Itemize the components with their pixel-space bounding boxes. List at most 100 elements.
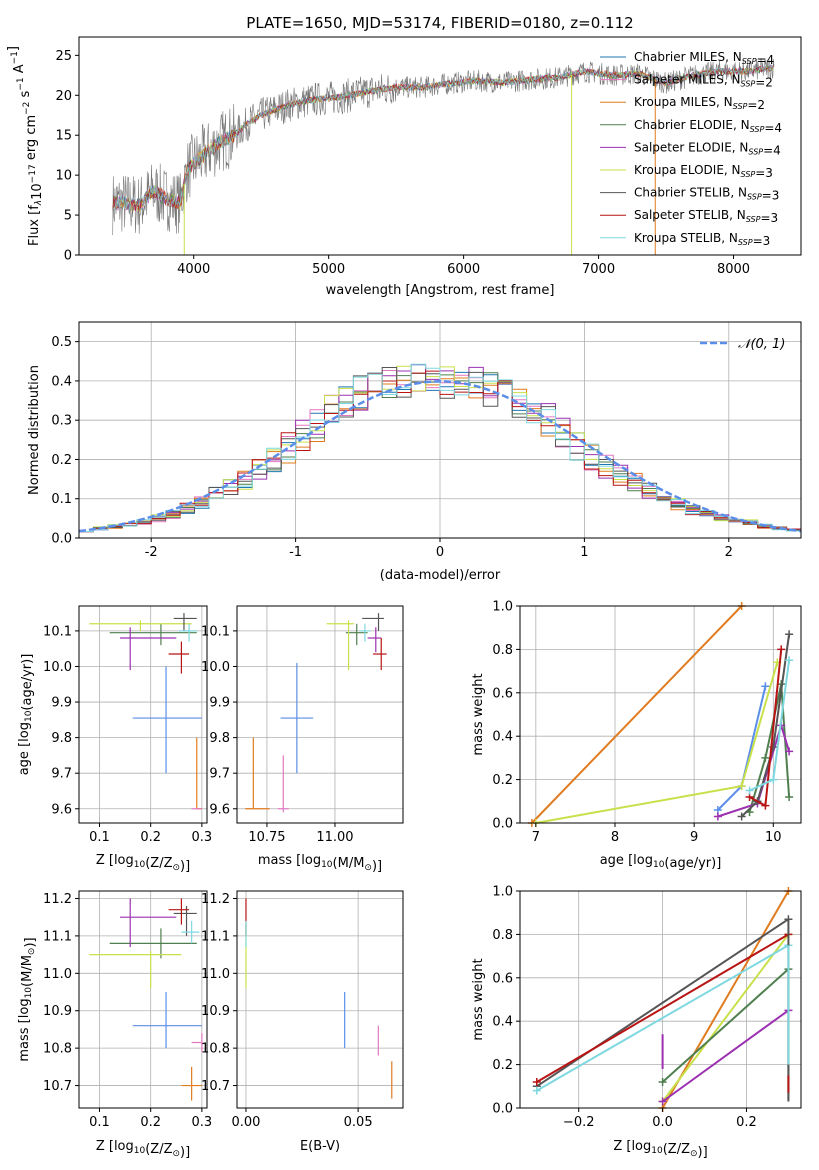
axes: -2 -1 0 1 2 0.0 0.1 0.2 0.3 0.4 0.5	[51, 321, 802, 560]
chart-title: PLATE=1650, MJD=53174, FIBERID=0180, z=0…	[246, 14, 633, 32]
weight-line	[536, 944, 789, 1092]
y-tick-label: 1.0	[492, 885, 513, 900]
y-tick-label: 0.2	[492, 1058, 513, 1073]
y-tick-label: 0	[64, 249, 72, 264]
y-axis-label: Normed distribution	[27, 365, 42, 495]
axes: 0.1 0.2 0.3 9.6 9.7 9.8 9.9 10.0 10.1	[43, 605, 213, 845]
y-tick-label: 0.4	[492, 1015, 513, 1030]
weight-marker	[777, 645, 786, 654]
plot-area	[532, 887, 793, 1112]
panel-0: 4000 5000 6000 7000 8000 0 5 10 15 20 25 wavelength…	[6, 36, 802, 298]
axes: 7 8 9 10 0.0 0.2 0.4 0.6 0.8 1.0	[492, 600, 802, 845]
weight-line	[717, 686, 767, 811]
x-tick-label: -2	[145, 545, 158, 560]
axes-frame	[78, 605, 208, 824]
panel-3: 10.75 11.00 9.6 9.7 9.8 9.9 10.0 10.1 mass [log1…	[201, 605, 404, 874]
x-tick-label: 4000	[177, 262, 210, 277]
gaussian-curve	[78, 380, 802, 533]
y-axis-label: age [log10(age/yr)]	[17, 654, 35, 776]
x-tick-label: 10.75	[248, 830, 285, 845]
x-tick-label: 0.00	[231, 1115, 260, 1130]
points	[245, 898, 393, 1099]
weight-marker	[658, 1097, 667, 1106]
plot-area	[112, 58, 775, 255]
x-tick-label: 0.3	[192, 830, 213, 845]
x-tick-label: 0.3	[192, 1115, 213, 1130]
x-axis-label: E(B-V)	[300, 1139, 340, 1154]
axes-frame	[236, 605, 404, 824]
y-tick-label: 10.1	[43, 624, 72, 639]
x-tick-label: 0.1	[89, 830, 110, 845]
y-axis-label: Flux [fλ10−17 erg cm−2 s−1 A−1]	[6, 46, 45, 246]
y-tick-label: 10.1	[201, 624, 230, 639]
x-tick-label: 0.05	[344, 1115, 373, 1130]
x-axis-label: Z [log10(Z/Z⊙)]	[613, 1139, 707, 1160]
axes-frame	[78, 36, 802, 256]
plot-area	[245, 898, 393, 1099]
y-tick-label: 10	[55, 169, 72, 184]
y-tick-label: 0.8	[492, 643, 513, 658]
y-tick-label: 10.0	[43, 660, 72, 675]
y-axis-label: mass [log10(M/M⊙)]	[17, 937, 38, 1061]
y-tick-label: 0.2	[51, 453, 72, 468]
legend-label: 𝒩(0, 1)	[738, 337, 785, 352]
x-tick-label: -1	[289, 545, 302, 560]
axes-frame	[519, 890, 802, 1109]
axes: 4000 5000 6000 7000 8000 0 5 10 15 20 25	[55, 36, 802, 277]
y-axis-label: mass weight	[471, 673, 486, 755]
weight-line	[536, 933, 789, 1083]
series-lines	[532, 887, 793, 1112]
y-tick-label: 1.0	[492, 600, 513, 615]
weight-marker	[769, 775, 778, 784]
x-axis-label: wavelength [Angstrom, rest frame]	[326, 283, 555, 298]
y-tick-label: 0.4	[51, 374, 72, 389]
plot-area	[245, 613, 387, 813]
legend-label: Kroupa MILES, NSSP=2	[634, 95, 765, 112]
y-tick-label: 11.1	[201, 929, 230, 944]
axes-frame	[236, 890, 404, 1109]
y-tick-label: 0.0	[492, 817, 513, 832]
x-tick-label: 0.2	[140, 1115, 161, 1130]
legend-label: Chabrier MILES, NSSP=4	[634, 50, 774, 67]
y-tick-label: 11.2	[201, 892, 230, 907]
panel-7: −0.2 0.0 0.2 0.0 0.2 0.4 0.6 0.8 1.0 Z [log10(Z/Z…	[471, 885, 802, 1160]
x-tick-label: 10	[765, 830, 782, 845]
weight-line	[531, 605, 743, 824]
y-tick-label: 0.5	[51, 335, 72, 350]
y-tick-label: 11.0	[43, 967, 72, 982]
weight-line	[740, 634, 791, 818]
weight-marker	[745, 786, 754, 795]
legend-label: Salpeter STELIB, NSSP=3	[634, 208, 778, 225]
x-tick-label: 0.0	[652, 1115, 673, 1130]
legend: Chabrier MILES, NSSP=4 Salpeter MILES, NS…	[600, 50, 782, 248]
x-tick-label: 0.2	[736, 1115, 757, 1130]
x-tick-label: 5000	[312, 262, 345, 277]
legend-label: Chabrier STELIB, NSSP=3	[634, 186, 779, 203]
y-tick-label: 10.7	[201, 1079, 230, 1094]
panel-2: 0.1 0.2 0.3 9.6 9.7 9.8 9.9 10.0 10.1 Z [log10(Z/…	[17, 605, 213, 874]
legend-label: Salpeter ELODIE, NSSP=4	[634, 140, 781, 157]
y-tick-label: 0.0	[492, 1102, 513, 1117]
y-tick-label: 11.2	[43, 892, 72, 907]
spectra	[112, 58, 775, 255]
y-tick-label: 0.2	[492, 773, 513, 788]
legend-label: Chabrier ELODIE, NSSP=4	[634, 118, 782, 135]
weight-marker	[785, 630, 794, 639]
weight-line	[661, 968, 790, 1083]
panel-4: 7 8 9 10 0.0 0.2 0.4 0.6 0.8 1.0 age [log10(age/yr…	[471, 600, 802, 871]
x-tick-label: 0.1	[89, 1115, 110, 1130]
y-axis-label: mass weight	[471, 958, 486, 1040]
x-tick-label: 0.2	[140, 830, 161, 845]
x-tick-label: 2	[725, 545, 733, 560]
y-tick-label: 0.0	[51, 532, 72, 547]
weight-line	[535, 662, 779, 824]
points	[89, 613, 202, 810]
x-tick-label: 7000	[582, 262, 615, 277]
x-tick-label: 8	[611, 830, 619, 845]
y-tick-label: 11.0	[201, 967, 230, 982]
y-tick-label: 9.6	[209, 802, 230, 817]
x-tick-label: −0.2	[563, 1115, 595, 1130]
model-spectrum	[112, 65, 774, 213]
panel-5: 0.1 0.2 0.3 10.7 10.8 10.9 11.0 11.1 11.2 Z [log1…	[17, 890, 213, 1160]
weight-marker	[737, 782, 746, 791]
